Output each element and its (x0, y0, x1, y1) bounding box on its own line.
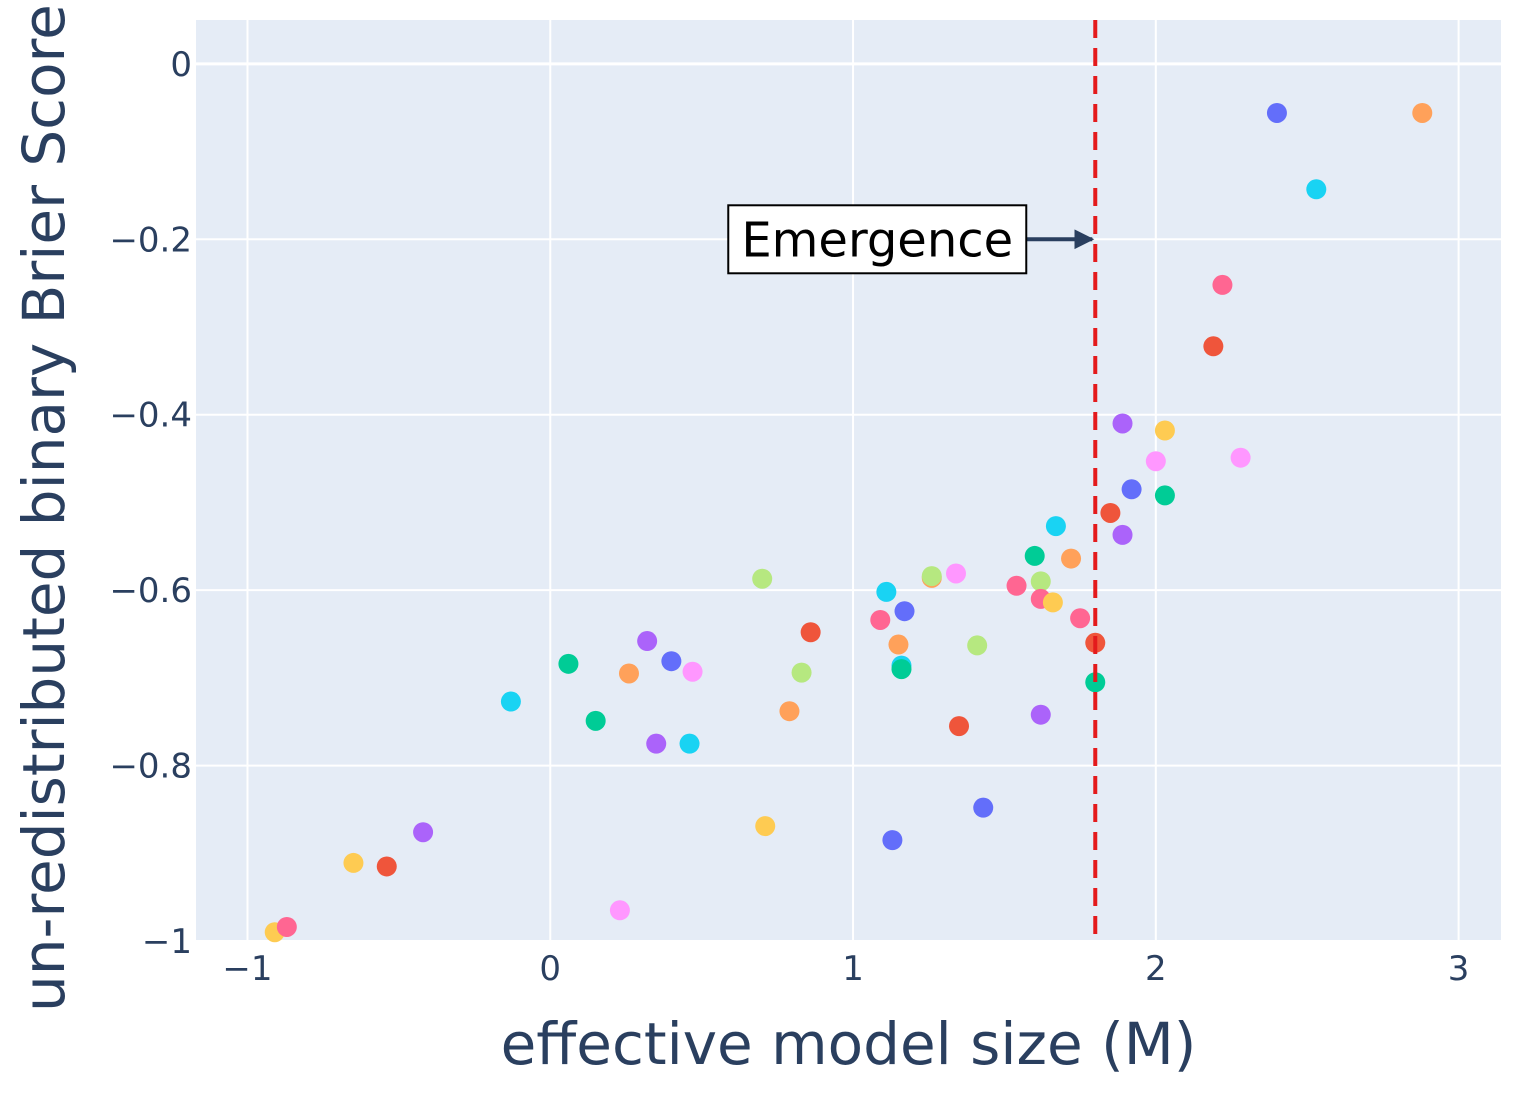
data-point (1006, 575, 1027, 596)
y-tick-label: −0.8 (109, 747, 192, 787)
data-point (870, 609, 891, 630)
data-point (1070, 608, 1091, 629)
data-point (882, 830, 903, 851)
x-axis-title: effective model size (M) (501, 1010, 1197, 1078)
emergence-annotation: Emergence (727, 204, 1095, 275)
y-tick-label: −1 (142, 922, 192, 962)
plot-area (196, 20, 1501, 941)
x-tick-label: −1 (222, 949, 272, 989)
data-point (1121, 479, 1142, 500)
data-point (800, 622, 821, 643)
data-point (945, 563, 966, 584)
data-point (1154, 420, 1175, 441)
data-point (609, 900, 630, 921)
data-point (755, 816, 776, 837)
y-tick-label: −0.4 (109, 396, 192, 436)
data-point (752, 568, 773, 589)
data-point (646, 733, 667, 754)
data-point (921, 566, 942, 587)
data-point (888, 634, 909, 655)
tick-labels: −1 0 1 2 3 0 −0.2 −0.4 −0.6 −0.8 −1 (109, 45, 1469, 989)
data-point (1045, 516, 1066, 537)
data-point (637, 631, 658, 652)
data-point (682, 661, 703, 682)
annotation-box (727, 204, 1028, 275)
data-point (1203, 336, 1224, 357)
data-point (891, 659, 912, 680)
data-point (1061, 548, 1082, 569)
data-point (1112, 524, 1133, 545)
data-point (1306, 179, 1327, 200)
data-point (585, 710, 606, 731)
data-point (1230, 447, 1251, 468)
data-point (967, 635, 988, 656)
data-point (1154, 485, 1175, 506)
data-point (973, 797, 994, 818)
grid-lines (196, 20, 1501, 942)
data-point (661, 651, 682, 672)
data-point (413, 822, 434, 843)
x-tick-label: 1 (842, 949, 864, 989)
y-tick-label: −0.6 (109, 571, 192, 611)
data-point (343, 852, 364, 873)
data-point (791, 662, 812, 683)
data-point (949, 716, 970, 737)
data-point (1212, 274, 1233, 295)
y-tick-label: 0 (170, 45, 192, 85)
data-point (558, 653, 579, 674)
data-point (1030, 571, 1051, 592)
data-point (1100, 502, 1121, 523)
data-point (276, 916, 297, 937)
data-point (1024, 545, 1045, 566)
x-tick-label: 3 (1448, 949, 1470, 989)
data-point (1266, 102, 1287, 123)
data-point (779, 701, 800, 722)
x-tick-label: 2 (1145, 949, 1167, 989)
data-point (618, 663, 639, 684)
data-point (876, 581, 897, 602)
annotation-label: Emergence (741, 212, 1013, 268)
data-point (894, 601, 915, 622)
data-points (264, 102, 1433, 943)
y-tick-label: −0.2 (109, 220, 192, 260)
data-point (376, 856, 397, 877)
data-point (500, 691, 521, 712)
y-axis-title: un-redistributed binary Brier Score (10, 4, 78, 1012)
data-point (1112, 413, 1133, 434)
x-tick-label: 0 (539, 949, 561, 989)
data-point (1145, 451, 1166, 472)
data-point (1030, 704, 1051, 725)
data-point (1412, 102, 1433, 123)
data-point (679, 733, 700, 754)
data-point (1085, 672, 1106, 693)
data-point (1042, 592, 1063, 613)
